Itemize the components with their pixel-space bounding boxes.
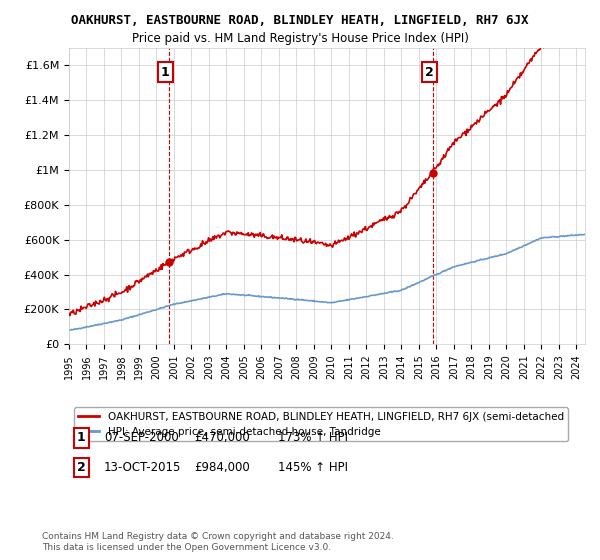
Text: OAKHURST, EASTBOURNE ROAD, BLINDLEY HEATH, LINGFIELD, RH7 6JX: OAKHURST, EASTBOURNE ROAD, BLINDLEY HEAT… — [71, 14, 529, 27]
Text: 145% ↑ HPI: 145% ↑ HPI — [278, 461, 348, 474]
Text: Price paid vs. HM Land Registry's House Price Index (HPI): Price paid vs. HM Land Registry's House … — [131, 32, 469, 45]
Text: 07-SEP-2000: 07-SEP-2000 — [104, 431, 179, 445]
Text: 2: 2 — [77, 461, 86, 474]
Text: £470,000: £470,000 — [194, 431, 250, 445]
Text: 1: 1 — [161, 66, 169, 78]
Text: 2: 2 — [425, 66, 434, 78]
Text: £984,000: £984,000 — [194, 461, 250, 474]
Text: 1: 1 — [77, 431, 86, 445]
Text: 13-OCT-2015: 13-OCT-2015 — [104, 461, 182, 474]
Text: 173% ↑ HPI: 173% ↑ HPI — [278, 431, 348, 445]
Text: Contains HM Land Registry data © Crown copyright and database right 2024.
This d: Contains HM Land Registry data © Crown c… — [42, 532, 394, 552]
Legend: OAKHURST, EASTBOURNE ROAD, BLINDLEY HEATH, LINGFIELD, RH7 6JX (semi-detached, HP: OAKHURST, EASTBOURNE ROAD, BLINDLEY HEAT… — [74, 408, 568, 441]
